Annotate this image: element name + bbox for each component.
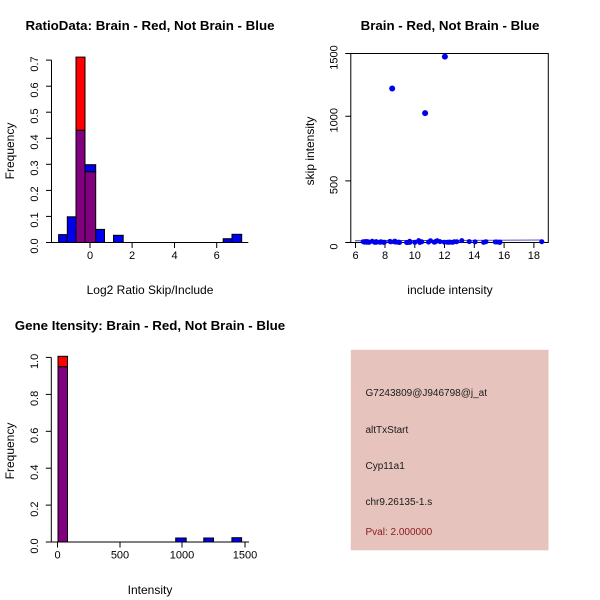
svg-text:1500: 1500 (328, 45, 340, 69)
svg-text:0.0: 0.0 (29, 238, 41, 253)
svg-text:chr9.26135-1.s: chr9.26135-1.s (366, 497, 433, 508)
svg-text:18: 18 (528, 250, 540, 262)
svg-text:0.4: 0.4 (29, 465, 41, 480)
svg-text:10: 10 (409, 250, 421, 262)
svg-text:0: 0 (328, 243, 340, 249)
svg-text:Log2 Ratio Skip/Include: Log2 Ratio Skip/Include (87, 283, 214, 297)
svg-text:altTxStart: altTxStart (366, 425, 409, 436)
svg-text:Frequency: Frequency (3, 123, 17, 180)
svg-text:0.3: 0.3 (29, 160, 41, 175)
svg-text:G7243809@J946798@j_at: G7243809@J946798@j_at (366, 388, 488, 399)
svg-text:0.6: 0.6 (29, 428, 41, 443)
svg-text:0.0: 0.0 (29, 538, 41, 553)
svg-text:1500: 1500 (233, 550, 257, 562)
svg-text:include intensity: include intensity (407, 283, 492, 297)
svg-text:0.5: 0.5 (29, 108, 41, 123)
svg-text:8: 8 (382, 250, 388, 262)
svg-text:RatioData: Brain - Red, Not Br: RatioData: Brain - Red, Not Brain - Blue (26, 18, 275, 33)
svg-text:6: 6 (352, 250, 358, 262)
svg-text:16: 16 (498, 250, 510, 262)
svg-text:0: 0 (54, 550, 60, 562)
svg-text:Cyp11a1: Cyp11a1 (366, 461, 406, 472)
svg-text:0.1: 0.1 (29, 212, 41, 227)
svg-text:Pval: 2.000000: Pval: 2.000000 (366, 527, 433, 538)
svg-text:0.2: 0.2 (29, 186, 41, 201)
svg-text:0.6: 0.6 (29, 82, 41, 97)
svg-text:500: 500 (111, 550, 129, 562)
svg-text:12: 12 (438, 250, 450, 262)
svg-text:Frequency: Frequency (3, 423, 17, 480)
svg-text:14: 14 (468, 250, 480, 262)
svg-text:Gene Itensity: Brain - Red, No: Gene Itensity: Brain - Red, Not Brain - … (15, 318, 285, 333)
svg-text:0: 0 (87, 250, 93, 262)
svg-text:500: 500 (328, 176, 340, 194)
svg-text:0.7: 0.7 (29, 56, 41, 71)
svg-text:4: 4 (171, 250, 177, 262)
svg-text:1.0: 1.0 (29, 354, 41, 369)
svg-text:0.2: 0.2 (29, 501, 41, 516)
svg-text:Intensity: Intensity (128, 583, 173, 597)
svg-text:skip intensity: skip intensity (303, 117, 317, 186)
svg-text:6: 6 (214, 250, 220, 262)
svg-text:1000: 1000 (170, 550, 194, 562)
svg-text:0.8: 0.8 (29, 391, 41, 406)
svg-text:1000: 1000 (328, 108, 340, 132)
svg-text:0.4: 0.4 (29, 134, 41, 149)
svg-text:Brain - Red, Not Brain - Blue: Brain - Red, Not Brain - Blue (361, 18, 540, 33)
svg-text:2: 2 (129, 250, 135, 262)
